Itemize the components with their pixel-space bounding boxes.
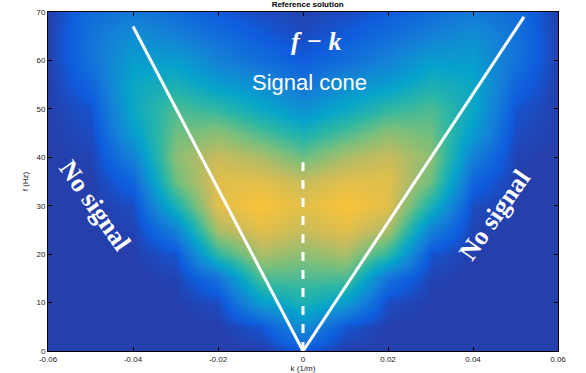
svg-text:-0.06: -0.06	[39, 355, 58, 364]
svg-text:f (Hz): f (Hz)	[21, 171, 30, 191]
svg-text:0.02: 0.02	[380, 355, 396, 364]
svg-text:-0.02: -0.02	[209, 355, 228, 364]
svg-text:60: 60	[36, 56, 45, 65]
svg-text:f − k: f − k	[291, 27, 341, 56]
svg-text:-0.04: -0.04	[124, 355, 143, 364]
svg-text:k (1/m): k (1/m)	[291, 364, 316, 373]
svg-text:0: 0	[41, 347, 46, 356]
svg-text:No signal: No signal	[53, 155, 136, 256]
svg-text:Reference solution: Reference solution	[272, 0, 344, 9]
svg-text:Signal cone: Signal cone	[252, 70, 367, 95]
svg-text:10: 10	[36, 298, 45, 307]
svg-text:20: 20	[36, 250, 45, 259]
svg-text:30: 30	[36, 202, 45, 211]
svg-text:50: 50	[36, 105, 45, 114]
svg-text:0: 0	[301, 355, 306, 364]
svg-text:No signal: No signal	[453, 164, 536, 265]
svg-text:0.06: 0.06	[550, 355, 566, 364]
svg-text:0.04: 0.04	[465, 355, 481, 364]
svg-text:40: 40	[36, 153, 45, 162]
svg-text:70: 70	[36, 8, 45, 17]
